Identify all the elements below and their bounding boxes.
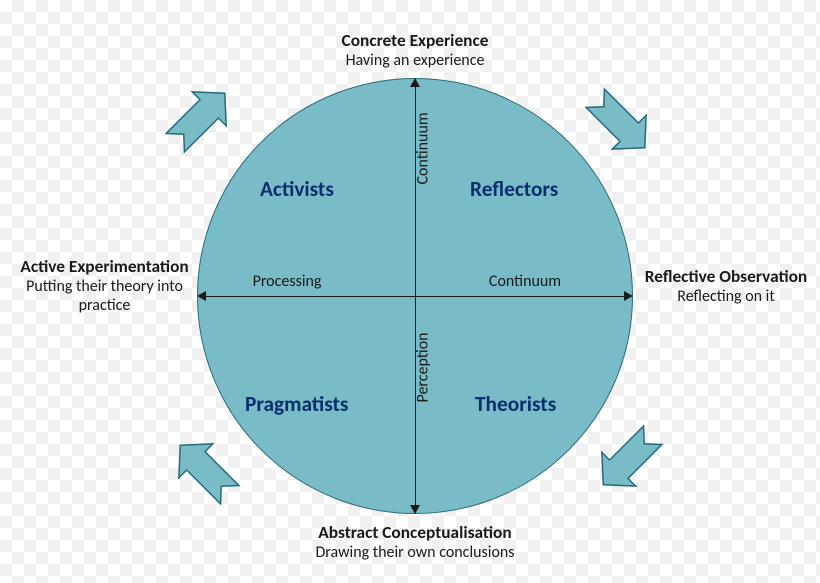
outer-top-title: Concrete Experience xyxy=(295,30,535,51)
outer-left: Active Experimentation Putting their the… xyxy=(17,256,192,315)
outer-right-subtitle: Reflecting on it xyxy=(641,287,811,306)
outer-bottom: Abstract Conceptualisation Drawing their… xyxy=(265,522,565,562)
axis-label-top: Continuum xyxy=(414,112,433,184)
diagram-stage: Continuum Perception Processing Continuu… xyxy=(0,0,820,583)
quadrant-tl: Activists xyxy=(260,176,334,202)
quadrant-tr: Reflectors xyxy=(470,176,558,202)
outer-bottom-subtitle: Drawing their own conclusions xyxy=(265,543,565,562)
outer-right: Reflective Observation Reflecting on it xyxy=(641,266,811,306)
outer-top-subtitle: Having an experience xyxy=(295,51,535,70)
arrow-br xyxy=(628,460,629,461)
quadrant-br: Theorists xyxy=(475,391,556,417)
axis-arrow-n xyxy=(410,78,420,87)
outer-right-title: Reflective Observation xyxy=(641,266,811,287)
arrow-tr xyxy=(620,123,621,124)
arrow-tl xyxy=(200,118,201,119)
axis-label-right: Continuum xyxy=(455,272,595,291)
axis-arrow-w xyxy=(197,291,206,301)
axis-label-bottom: Perception xyxy=(414,332,433,402)
outer-left-subtitle: Putting their theory into practice xyxy=(17,277,192,315)
axis-horizontal xyxy=(201,296,629,297)
axis-label-left: Processing xyxy=(227,272,347,291)
arrow-bl xyxy=(205,470,206,471)
outer-top: Concrete Experience Having an experience xyxy=(295,30,535,70)
quadrant-bl: Pragmatists xyxy=(245,391,348,417)
axis-arrow-s xyxy=(410,505,420,514)
outer-bottom-title: Abstract Conceptualisation xyxy=(265,522,565,543)
outer-left-title: Active Experimentation xyxy=(17,256,192,277)
axis-arrow-e xyxy=(624,291,633,301)
